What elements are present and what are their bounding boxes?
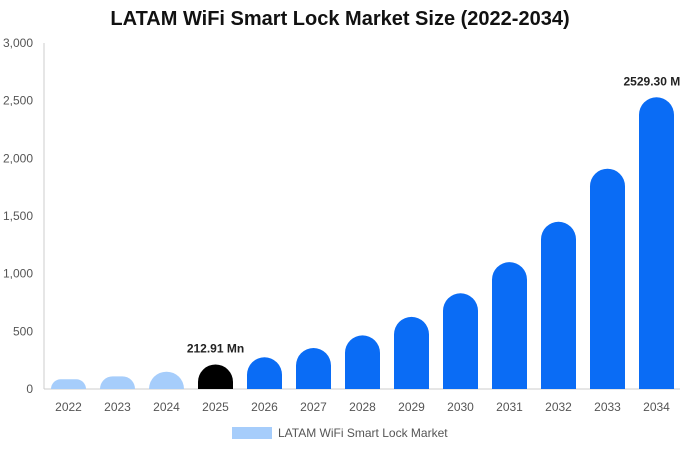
x-tick-label: 2028	[349, 400, 376, 414]
y-tick-label: 3,000	[3, 36, 33, 50]
y-axis: 0 500 1,000 1,500 2,000 2,500 3,000	[3, 36, 45, 396]
bar-2027[interactable]	[296, 348, 331, 389]
y-tick-label: 1,500	[3, 209, 33, 223]
bar-2031[interactable]	[492, 262, 527, 389]
data-labels-group: 212.91 Mn 2529.30 Mn	[187, 74, 680, 355]
x-tick-label: 2033	[594, 400, 621, 414]
x-tick-label: 2022	[55, 400, 82, 414]
bar-2022[interactable]	[51, 379, 86, 389]
y-tick-label: 1,000	[3, 267, 33, 281]
x-tick-label: 2023	[104, 400, 131, 414]
x-tick-label: 2024	[153, 400, 180, 414]
x-tick-label: 2032	[545, 400, 572, 414]
bar-2026[interactable]	[247, 357, 282, 389]
bar-2032[interactable]	[541, 221, 576, 389]
chart-title: LATAM WiFi Smart Lock Market Size (2022-…	[110, 8, 570, 30]
data-label-2025: 212.91 Mn	[187, 341, 244, 355]
legend-label: LATAM WiFi Smart Lock Market	[278, 426, 448, 440]
bar-2030[interactable]	[443, 293, 478, 389]
bar-2023[interactable]	[100, 376, 135, 389]
y-tick-label: 2,500	[3, 94, 33, 108]
bar-2034[interactable]	[639, 97, 674, 389]
bar-2024[interactable]	[149, 371, 184, 389]
legend[interactable]: LATAM WiFi Smart Lock Market	[232, 426, 448, 440]
x-tick-label: 2027	[300, 400, 327, 414]
y-tick-label: 2,000	[3, 151, 33, 165]
bars-group	[51, 97, 674, 389]
data-label-2034: 2529.30 Mn	[624, 74, 680, 88]
x-tick-label: 2031	[496, 400, 523, 414]
x-tick-label: 2030	[447, 400, 474, 414]
y-tick-label: 0	[26, 382, 33, 396]
legend-swatch	[232, 427, 272, 439]
x-axis: 2022 2023 2024 2025 2026 2027 2028 2029 2030 2031…	[44, 388, 680, 414]
bar-2028[interactable]	[345, 335, 380, 389]
bar-2033[interactable]	[590, 168, 625, 389]
x-tick-label: 2034	[643, 400, 670, 414]
x-tick-label: 2029	[398, 400, 425, 414]
x-tick-label: 2025	[202, 400, 229, 414]
bar-2025[interactable]	[198, 364, 233, 389]
x-tick-label: 2026	[251, 400, 278, 414]
y-tick-label: 500	[13, 324, 33, 338]
bar-2029[interactable]	[394, 316, 429, 389]
